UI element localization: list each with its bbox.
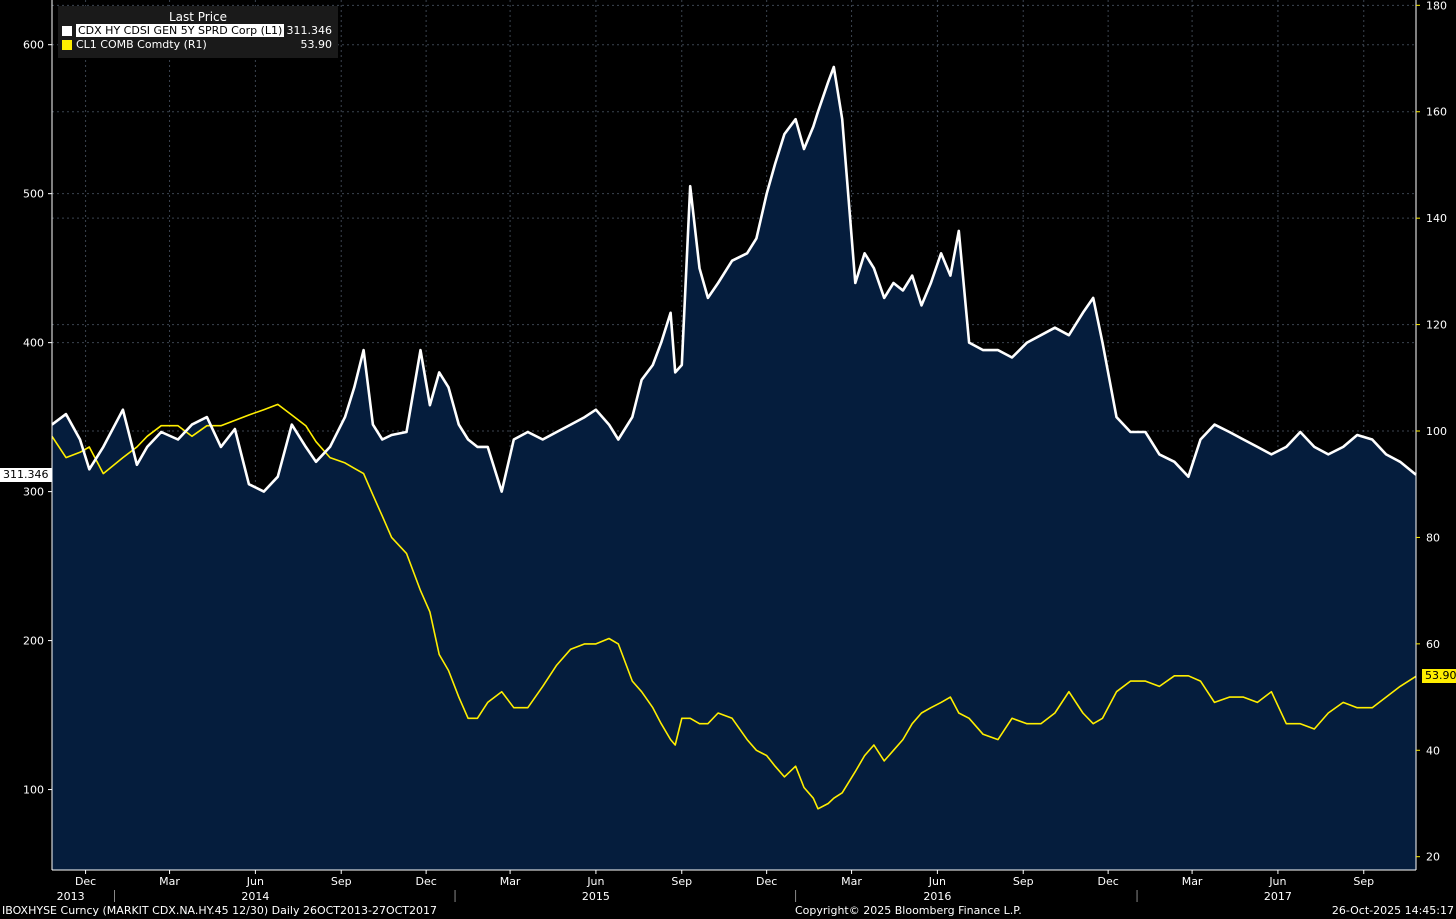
right-tick-label-60: 60 bbox=[1426, 638, 1440, 651]
x-tick-label-13: Mar bbox=[1182, 875, 1203, 888]
area-layer bbox=[52, 67, 1416, 870]
legend-swatch-hy bbox=[62, 26, 72, 36]
left-axis: 100 200 300 400 500 600 bbox=[23, 0, 53, 870]
x-tick-label-1: Mar bbox=[159, 875, 180, 888]
right-tick-label-160: 160 bbox=[1426, 106, 1447, 119]
x-tick-label-3: Sep bbox=[331, 875, 352, 888]
year-label-2013: 2013 bbox=[57, 890, 85, 903]
right-axis: 20 40 60 80 100 120 140 160 180 bbox=[1415, 0, 1447, 870]
x-tick-label-0: Dec bbox=[75, 875, 96, 888]
x-tick-label-7: Sep bbox=[671, 875, 692, 888]
x-tick-label-5: Mar bbox=[500, 875, 521, 888]
left-tick-label-300: 300 bbox=[23, 486, 44, 499]
legend: Last Price CDX HY CDSI GEN 5Y SPRD Corp … bbox=[58, 6, 338, 58]
x-tick-label-9: Mar bbox=[841, 875, 862, 888]
left-tick-label-500: 500 bbox=[23, 188, 44, 201]
right-tick-label-140: 140 bbox=[1426, 212, 1447, 225]
x-tick-label-6: Jun bbox=[586, 875, 604, 888]
legend-item-hy[interactable]: CDX HY CDSI GEN 5Y SPRD Corp (L1) 311.34… bbox=[58, 24, 338, 38]
series-line-oil bbox=[51, 403, 1417, 810]
left-tick-label-200: 200 bbox=[23, 635, 44, 648]
x-tick-label-11: Sep bbox=[1013, 875, 1034, 888]
last-value-tag-hy: 311.346 bbox=[0, 467, 52, 482]
left-tick-label-400: 400 bbox=[23, 337, 44, 350]
x-tick-label-10: Jun bbox=[928, 875, 946, 888]
legend-label-oil: CL1 COMB Comdty (R1) bbox=[76, 38, 207, 51]
legend-value-oil: 53.90 bbox=[300, 38, 333, 51]
x-tick-label-14: Jun bbox=[1268, 875, 1286, 888]
legend-value-hy: 311.346 bbox=[286, 24, 333, 37]
year-label-2015: 2015 bbox=[582, 890, 610, 903]
right-tick-label-120: 120 bbox=[1426, 319, 1447, 332]
x-tick-label-2: Jun bbox=[246, 875, 264, 888]
right-tick-label-80: 80 bbox=[1426, 531, 1440, 544]
right-tick-label-20: 20 bbox=[1426, 851, 1440, 864]
hy-area-fill bbox=[52, 67, 1416, 870]
x-tick-label-8: Dec bbox=[756, 875, 777, 888]
footer: IBOXHYSE Curncy (MARKIT CDX.NA.HY.45 12/… bbox=[0, 903, 1456, 919]
year-label-2016: 2016 bbox=[923, 890, 951, 903]
footer-ticker: IBOXHYSE Curncy (MARKIT CDX.NA.HY.45 12/… bbox=[2, 904, 438, 917]
x-tick-label-12: Dec bbox=[1097, 875, 1118, 888]
right-tick-label-100: 100 bbox=[1426, 425, 1447, 438]
right-tick-label-40: 40 bbox=[1426, 744, 1440, 757]
year-label-2014: 2014 bbox=[241, 890, 269, 903]
legend-item-oil[interactable]: CL1 COMB Comdty (R1) 53.90 bbox=[58, 38, 338, 52]
legend-swatch-oil bbox=[62, 40, 72, 50]
series-lines bbox=[51, 65, 1417, 810]
legend-label-hy: CDX HY CDSI GEN 5Y SPRD Corp (L1) bbox=[76, 24, 285, 37]
x-axis: Dec Mar Jun Sep Dec Mar Jun Sep Dec Mar Jun Sep Dec M… bbox=[52, 869, 1416, 903]
left-tick-label-100: 100 bbox=[23, 784, 44, 797]
year-label-2017: 2017 bbox=[1264, 890, 1292, 903]
footer-timestamp: 26-Oct-2025 14:45:17 bbox=[1331, 904, 1454, 917]
last-value-tag-oil: 53.90 bbox=[1422, 669, 1456, 684]
left-tick-label-600: 600 bbox=[23, 39, 44, 52]
footer-copyright: Copyright© 2025 Bloomberg Finance L.P. bbox=[795, 904, 1022, 917]
right-tick-label-180: 180 bbox=[1426, 0, 1447, 12]
x-tick-label-4: Dec bbox=[415, 875, 436, 888]
x-tick-label-15: Sep bbox=[1353, 875, 1374, 888]
legend-header: Last Price bbox=[168, 10, 228, 24]
series-line-hy bbox=[51, 65, 1417, 493]
